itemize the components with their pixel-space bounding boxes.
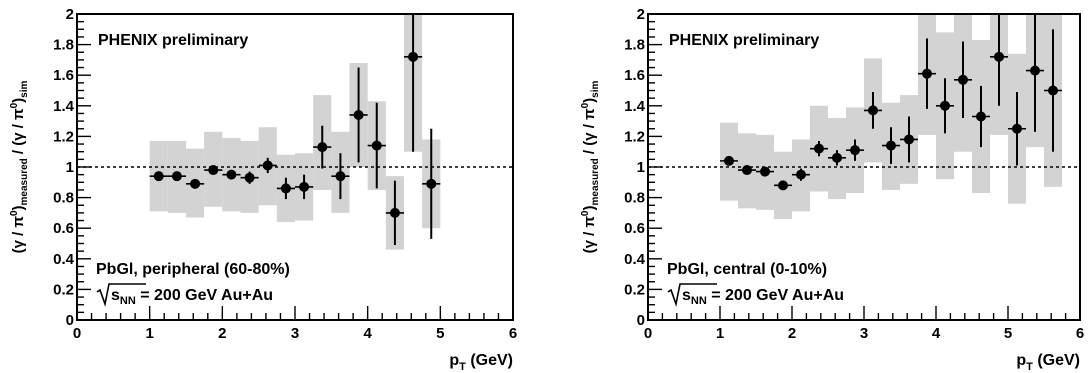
data-point [153, 171, 164, 182]
data-point [408, 51, 419, 62]
x-tick-label: 0 [73, 325, 81, 342]
data-point [922, 68, 932, 79]
y-tick-label: 0 [637, 312, 645, 329]
y-tick-label: 0.4 [624, 251, 646, 268]
y-tick-label: 1.8 [53, 37, 74, 54]
data-point [760, 166, 770, 177]
y-tick-label: 1 [66, 159, 74, 176]
data-point [850, 145, 860, 156]
annotation-energy: sNN = 200 GeV Au+Au [682, 287, 844, 307]
y-tick-label: 2 [637, 6, 645, 23]
data-point [958, 74, 968, 85]
x-tick-label: 4 [363, 325, 372, 342]
data-point [994, 51, 1004, 62]
x-axis-title: pT (GeV) [449, 352, 513, 373]
y-axis-title: (γ / π0)measured / (γ / π0)sim [9, 81, 30, 254]
annotation-experiment: PHENIX preliminary [669, 32, 819, 49]
data-point [171, 171, 182, 182]
x-tick-label: 1 [716, 325, 724, 342]
data-point [371, 140, 382, 151]
x-tick-label: 0 [644, 325, 652, 342]
x-tick-label: 6 [509, 325, 517, 342]
data-point [317, 142, 328, 153]
x-tick-label: 4 [932, 325, 941, 342]
annotation-centrality: PbGl, peripheral (60-80%) [96, 261, 290, 278]
data-point [796, 169, 806, 180]
y-tick-label: 1 [637, 159, 645, 176]
data-point [814, 143, 824, 154]
y-tick-label: 1.4 [624, 98, 646, 115]
data-point [1012, 123, 1022, 134]
data-point [335, 171, 346, 182]
sqrt-symbol [667, 283, 717, 307]
y-tick-label: 0.2 [624, 281, 645, 298]
x-tick-label: 1 [145, 325, 153, 342]
x-tick-label: 2 [788, 325, 796, 342]
y-tick-label: 0.2 [53, 281, 74, 298]
y-tick-label: 0.4 [53, 251, 75, 268]
data-point [244, 172, 255, 183]
data-point [226, 169, 237, 180]
y-tick-label: 1.6 [624, 67, 645, 84]
x-tick-label: 6 [1076, 325, 1084, 342]
y-tick-label: 1.2 [624, 128, 645, 145]
x-axis-title: pT (GeV) [1016, 352, 1080, 373]
data-point [886, 140, 896, 151]
y-tick-label: 1.8 [624, 37, 645, 54]
data-point [832, 152, 842, 163]
data-point [778, 180, 788, 191]
data-point [353, 109, 364, 120]
data-point [208, 165, 219, 176]
y-axis-title: (γ / π0)measured / (γ / π0)sim [580, 81, 601, 254]
data-point [280, 183, 291, 194]
data-point [426, 178, 437, 189]
y-tick-label: 0.6 [624, 220, 645, 237]
data-point [904, 134, 914, 145]
annotation-experiment: PHENIX preliminary [98, 32, 248, 49]
annotation-centrality: PbGl, central (0-10%) [667, 261, 827, 278]
y-tick-label: 1.2 [53, 128, 74, 145]
data-point [742, 165, 752, 176]
data-point [262, 160, 273, 171]
data-point [1048, 85, 1058, 96]
x-tick-label: 2 [218, 325, 226, 342]
data-point [724, 155, 734, 166]
sqrt-symbol [96, 283, 146, 307]
y-tick-label: 0.6 [53, 220, 74, 237]
data-point [299, 181, 310, 192]
data-point [940, 100, 950, 111]
data-point [190, 178, 201, 189]
x-tick-label: 5 [1004, 325, 1012, 342]
x-tick-label: 3 [291, 325, 299, 342]
y-tick-label: 1.4 [53, 98, 75, 115]
y-tick-label: 1.6 [53, 67, 74, 84]
x-tick-label: 5 [436, 325, 444, 342]
y-tick-label: 2 [66, 6, 74, 23]
y-tick-label: 0 [66, 312, 74, 329]
data-point [976, 111, 986, 122]
y-tick-label: 0.8 [624, 190, 645, 207]
annotation-energy: sNN = 200 GeV Au+Au [111, 287, 273, 307]
left-panel: 0 0.2 0.4 0.6 0.8 1 1.2 1.4 1.6 1.8 2 0 1 2 3 4 5 6 pT (Ge… [9, 6, 517, 373]
right-panel: 0 0.2 0.4 0.6 0.8 1 1.2 1.4 1.6 1.8 2 0 1 2 3 4 5 6 pT (Ge… [580, 6, 1084, 373]
data-point [1030, 65, 1040, 76]
data-point [389, 207, 400, 218]
x-tick-label: 3 [860, 325, 868, 342]
y-tick-label: 0.8 [53, 190, 74, 207]
data-point [868, 105, 878, 116]
